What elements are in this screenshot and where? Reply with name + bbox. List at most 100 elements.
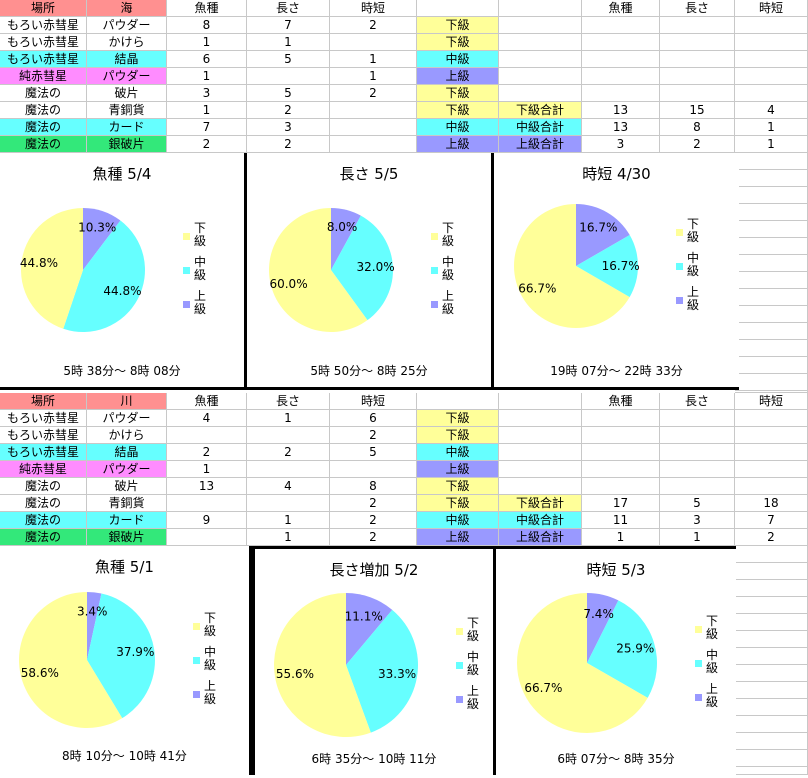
empty-cell[interactable] bbox=[735, 357, 808, 374]
place-cell[interactable]: もろい赤彗星 bbox=[0, 410, 87, 427]
header-fish-cell[interactable]: 魚種 bbox=[167, 0, 247, 17]
sum-label-cell[interactable] bbox=[499, 410, 582, 427]
pie-slice-low[interactable] bbox=[269, 208, 368, 332]
sum-length-cell[interactable] bbox=[660, 68, 735, 85]
grade-cell[interactable]: 上級 bbox=[417, 529, 499, 546]
empty-cell[interactable] bbox=[735, 289, 808, 306]
grade-cell[interactable]: 中級 bbox=[417, 119, 499, 136]
header-sum-fish-cell[interactable]: 魚種 bbox=[582, 393, 660, 410]
empty-cell[interactable] bbox=[735, 374, 808, 391]
time-value-cell[interactable] bbox=[330, 102, 417, 119]
fish-value-cell[interactable]: 13 bbox=[167, 478, 247, 495]
length-value-cell[interactable]: 7 bbox=[247, 17, 330, 34]
pie-slice-low[interactable] bbox=[274, 593, 371, 737]
empty-cell[interactable] bbox=[735, 631, 808, 648]
empty-cell[interactable] bbox=[735, 272, 808, 289]
pie-slice-low[interactable] bbox=[514, 204, 630, 328]
pie-slice-high[interactable] bbox=[331, 208, 361, 270]
empty-cell[interactable] bbox=[735, 238, 808, 255]
time-value-cell[interactable] bbox=[330, 34, 417, 51]
sum-length-cell[interactable] bbox=[660, 85, 735, 102]
pie-slice-high[interactable] bbox=[346, 593, 393, 665]
fish-value-cell[interactable]: 9 bbox=[167, 512, 247, 529]
grade-cell[interactable]: 下級 bbox=[417, 102, 499, 119]
sum-time-cell[interactable] bbox=[735, 68, 808, 85]
place-cell[interactable]: 魔法の bbox=[0, 495, 87, 512]
header-sum-time-cell[interactable]: 時短 bbox=[735, 393, 808, 410]
time-value-cell[interactable]: 2 bbox=[330, 427, 417, 444]
sum-time-cell[interactable] bbox=[735, 444, 808, 461]
length-value-cell[interactable] bbox=[247, 68, 330, 85]
sum-length-cell[interactable]: 15 bbox=[660, 102, 735, 119]
empty-cell[interactable] bbox=[735, 614, 808, 631]
header-sum-length-cell[interactable]: 長さ bbox=[660, 393, 735, 410]
pie-slice-high[interactable] bbox=[83, 208, 121, 270]
pie-slice-mid[interactable] bbox=[587, 600, 657, 698]
sum-label-cell[interactable] bbox=[499, 85, 582, 102]
length-value-cell[interactable]: 1 bbox=[247, 410, 330, 427]
sum-fish-cell[interactable] bbox=[582, 17, 660, 34]
fish-value-cell[interactable]: 1 bbox=[167, 68, 247, 85]
item-cell[interactable]: 破片 bbox=[87, 478, 167, 495]
time-value-cell[interactable]: 2 bbox=[330, 85, 417, 102]
sum-length-cell[interactable] bbox=[660, 478, 735, 495]
fish-value-cell[interactable]: 2 bbox=[167, 136, 247, 153]
place-cell[interactable]: 純赤彗星 bbox=[0, 461, 87, 478]
item-cell[interactable]: かけら bbox=[87, 34, 167, 51]
grade-cell[interactable]: 上級 bbox=[417, 136, 499, 153]
grade-cell[interactable]: 下級 bbox=[417, 34, 499, 51]
grade-cell[interactable]: 上級 bbox=[417, 68, 499, 85]
empty-cell[interactable] bbox=[735, 665, 808, 682]
place-cell[interactable]: もろい赤彗星 bbox=[0, 34, 87, 51]
sum-label-cell[interactable] bbox=[499, 34, 582, 51]
empty-cell[interactable] bbox=[735, 546, 808, 563]
pie-slice-mid[interactable] bbox=[346, 609, 418, 733]
length-value-cell[interactable] bbox=[247, 495, 330, 512]
place-cell[interactable]: もろい赤彗星 bbox=[0, 444, 87, 461]
empty-cell[interactable] bbox=[735, 187, 808, 204]
empty-cell[interactable] bbox=[735, 767, 808, 775]
fish-value-cell[interactable]: 1 bbox=[167, 461, 247, 478]
sum-label-cell[interactable] bbox=[499, 461, 582, 478]
sum-label-cell[interactable] bbox=[499, 68, 582, 85]
empty-cell[interactable] bbox=[735, 563, 808, 580]
sum-time-cell[interactable] bbox=[735, 85, 808, 102]
time-value-cell[interactable]: 5 bbox=[330, 444, 417, 461]
sum-fish-cell[interactable] bbox=[582, 34, 660, 51]
header-sum-time-cell[interactable]: 時短 bbox=[735, 0, 808, 17]
header-time-cell[interactable]: 時短 bbox=[330, 393, 417, 410]
item-cell[interactable]: 銀破片 bbox=[87, 136, 167, 153]
pie-slice-mid[interactable] bbox=[63, 220, 145, 332]
header-sum-length-cell[interactable]: 長さ bbox=[660, 0, 735, 17]
length-value-cell[interactable]: 1 bbox=[247, 529, 330, 546]
fish-value-cell[interactable]: 8 bbox=[167, 17, 247, 34]
sum-label-cell[interactable] bbox=[499, 51, 582, 68]
length-value-cell[interactable]: 2 bbox=[247, 444, 330, 461]
empty-cell[interactable] bbox=[735, 580, 808, 597]
sum-time-cell[interactable]: 1 bbox=[735, 136, 808, 153]
place-cell[interactable]: 魔法の bbox=[0, 102, 87, 119]
sum-fish-cell[interactable] bbox=[582, 51, 660, 68]
time-value-cell[interactable]: 2 bbox=[330, 17, 417, 34]
header-grade-cell[interactable] bbox=[417, 0, 499, 17]
empty-cell[interactable] bbox=[735, 391, 808, 393]
pie-chart-4[interactable]: 魚種 5/1 8時 10分～ 10時 41分 3.4% 37.9% 58.6% 下級 中級上… bbox=[0, 546, 252, 775]
sum-time-cell[interactable] bbox=[735, 17, 808, 34]
sum-length-cell[interactable]: 1 bbox=[660, 529, 735, 546]
grade-cell[interactable]: 下級 bbox=[417, 85, 499, 102]
sum-time-cell[interactable]: 7 bbox=[735, 512, 808, 529]
place-cell[interactable]: 魔法の bbox=[0, 512, 87, 529]
sum-fish-cell[interactable] bbox=[582, 410, 660, 427]
pie-chart-6[interactable]: 時短 5/3 6時 07分～ 8時 35分 7.4% 25.9% 66.7% 下級 中級 上級 bbox=[496, 546, 736, 775]
place-cell[interactable]: もろい赤彗星 bbox=[0, 51, 87, 68]
item-cell[interactable]: パウダー bbox=[87, 17, 167, 34]
header-length-cell[interactable]: 長さ bbox=[247, 0, 330, 17]
grade-cell[interactable]: 下級 bbox=[417, 17, 499, 34]
pie-slice-low[interactable] bbox=[18, 592, 123, 728]
place-cell[interactable]: 魔法の bbox=[0, 119, 87, 136]
sum-label-cell[interactable]: 下級合計 bbox=[499, 102, 582, 119]
empty-cell[interactable] bbox=[735, 682, 808, 699]
header-place-cell[interactable]: 場所 bbox=[0, 0, 87, 17]
empty-cell[interactable] bbox=[735, 733, 808, 750]
